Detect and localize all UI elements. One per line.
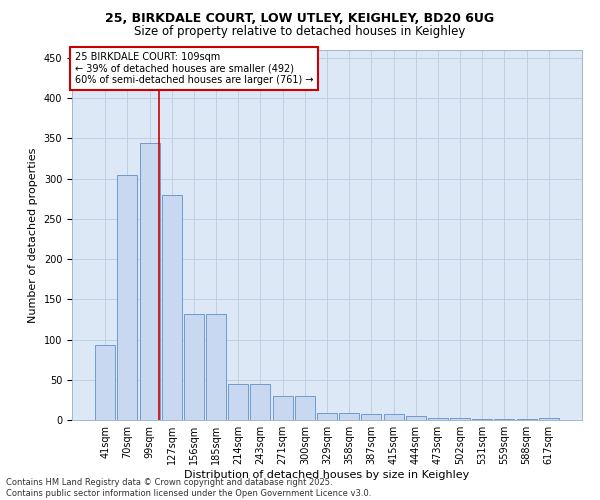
Bar [228,384,248,420]
Bar [539,418,559,420]
Bar [517,419,536,420]
Bar [272,396,293,420]
Text: Size of property relative to detached houses in Keighley: Size of property relative to detached ho… [134,25,466,38]
X-axis label: Distribution of detached houses by size in Keighley: Distribution of detached houses by size … [184,470,470,480]
Bar [206,314,226,420]
Bar [317,413,337,420]
Bar [162,195,182,420]
Bar [450,418,470,420]
Y-axis label: Number of detached properties: Number of detached properties [28,148,38,322]
Bar [118,174,137,420]
Bar [383,414,404,420]
Bar [250,384,271,420]
Bar [295,396,315,420]
Bar [428,418,448,420]
Bar [361,414,382,420]
Bar [339,413,359,420]
Bar [406,416,426,420]
Bar [140,144,160,420]
Bar [184,314,204,420]
Text: Contains HM Land Registry data © Crown copyright and database right 2025.
Contai: Contains HM Land Registry data © Crown c… [6,478,371,498]
Bar [472,419,492,420]
Text: 25, BIRKDALE COURT, LOW UTLEY, KEIGHLEY, BD20 6UG: 25, BIRKDALE COURT, LOW UTLEY, KEIGHLEY,… [106,12,494,26]
Bar [494,419,514,420]
Text: 25 BIRKDALE COURT: 109sqm
← 39% of detached houses are smaller (492)
60% of semi: 25 BIRKDALE COURT: 109sqm ← 39% of detac… [74,52,313,85]
Bar [95,345,115,420]
